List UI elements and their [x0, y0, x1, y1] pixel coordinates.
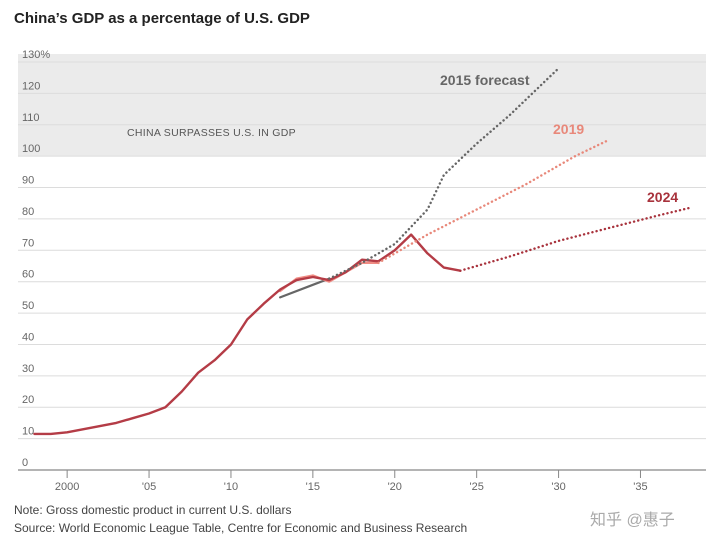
series-labels: 2015 forecast 2019 2024: [440, 72, 678, 205]
y-tick-label: 20: [22, 394, 34, 406]
x-tick-label: '20: [388, 481, 402, 493]
actual-line: [279, 261, 380, 293]
y-tick-label: 110: [22, 112, 40, 124]
y-tick-label: 90: [22, 175, 34, 187]
y-tick-label: 10: [22, 426, 34, 438]
x-tick-label: '05: [142, 481, 156, 493]
y-tick-label: 70: [22, 237, 34, 249]
series-label: 2024: [647, 189, 678, 205]
y-axis: 0 10 20 30 40 50 60 70 80 90 100 110 120 130%: [22, 49, 50, 469]
chart-title: China’s GDP as a percentage of U.S. GDP: [14, 10, 310, 27]
forecast-line: [459, 206, 691, 272]
y-tick-label: 120: [22, 80, 40, 92]
x-tick-label: '35: [633, 481, 647, 493]
y-tick-label: 80: [22, 206, 34, 218]
y-tick-label: 60: [22, 269, 34, 281]
x-axis: 2000 '05 '10 '15 '20 '25 '30 '35: [55, 470, 648, 493]
chart-note: Note: Gross domestic product in current …: [14, 503, 292, 517]
series-lines: [33, 67, 691, 436]
y-tick-label: 50: [22, 300, 34, 312]
x-tick-label: 2000: [55, 481, 79, 493]
chart-source: Source: World Economic League Table, Cen…: [14, 521, 468, 535]
y-tick-label: 130%: [22, 49, 50, 61]
y-tick-label: 40: [22, 331, 34, 343]
y-tick-label: 0: [22, 457, 28, 469]
watermark: 知乎 @惠子: [590, 512, 675, 529]
x-tick-label: '10: [224, 481, 238, 493]
y-tick-label: 100: [22, 143, 40, 155]
grid-lines: [18, 61, 706, 471]
x-tick-label: '30: [551, 481, 565, 493]
surpass-region: [18, 54, 706, 157]
x-tick-label: '15: [306, 481, 320, 493]
x-tick-label: '25: [469, 481, 483, 493]
y-tick-label: 30: [22, 363, 34, 375]
actual-line: [33, 233, 462, 436]
forecast-line: [377, 139, 609, 265]
series-label: 2019: [553, 121, 584, 137]
surpass-annotation: CHINA SURPASSES U.S. IN GDP: [127, 127, 296, 139]
series-label: 2015 forecast: [440, 72, 530, 88]
forecast-line: [328, 67, 560, 280]
